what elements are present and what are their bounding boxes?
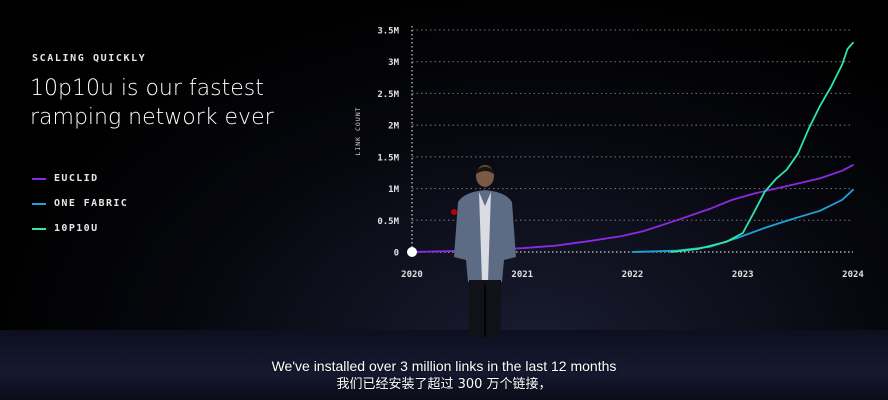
speaker-figure	[451, 165, 516, 337]
subtitle-english: We've installed over 3 million links in …	[271, 358, 617, 374]
stage-floor	[0, 330, 888, 400]
slide-eyebrow: SCALING QUICKLY	[32, 53, 147, 64]
y-tick-label-3: 1.5M	[377, 153, 399, 163]
y-tick-label-6: 3M	[388, 58, 399, 68]
subtitles: We've installed over 3 million links in …	[0, 358, 888, 394]
y-tick-label-4: 2M	[388, 122, 399, 132]
y-tick-label-1: 0.5M	[377, 217, 399, 227]
legend-swatch-one-fabric	[32, 202, 46, 205]
series-line-one-fabric	[631, 188, 854, 253]
subtitle-chinese: 我们已经安装了超过 300 万个链接，	[336, 377, 552, 392]
legend-swatch-euclid	[32, 177, 46, 180]
x-tick-label-0: 2020	[401, 270, 423, 280]
y-tick-label-7: 3.5M	[377, 27, 399, 37]
series-line-euclid	[411, 164, 854, 253]
legend-item-euclid: EUCLID	[32, 166, 128, 191]
legend-item-10p10u: 10P10U	[32, 216, 128, 241]
link-count-chart: 0 0.5M 1M 1.5M 2M 2.5M 3M 3.5M 2020 2021 2022 2023 2…	[354, 26, 864, 280]
y-tick-label-2: 1M	[388, 185, 399, 195]
y-tick-label-0: 0	[394, 249, 399, 259]
legend-label-euclid: EUCLID	[54, 173, 99, 184]
y-axis-title: LINK COUNT	[354, 106, 362, 155]
legend-label-10p10u: 10P10U	[54, 223, 99, 234]
x-tick-label-4: 2024	[842, 270, 864, 280]
legend-swatch-10p10u	[32, 227, 46, 230]
series-line-10p10u	[670, 41, 854, 253]
origin-marker	[407, 247, 417, 257]
x-tick-label-1: 2021	[511, 270, 533, 280]
x-tick-label-3: 2023	[732, 270, 754, 280]
legend-item-one-fabric: ONE FABRIC	[32, 191, 128, 216]
chart-legend: EUCLID ONE FABRIC 10P10U	[32, 166, 128, 241]
legend-label-one-fabric: ONE FABRIC	[54, 198, 129, 209]
x-tick-label-2: 2022	[622, 270, 644, 280]
y-tick-label-5: 2.5M	[377, 90, 399, 100]
slide-headline: 10p10u is our fastest ramping network ev…	[30, 76, 274, 130]
